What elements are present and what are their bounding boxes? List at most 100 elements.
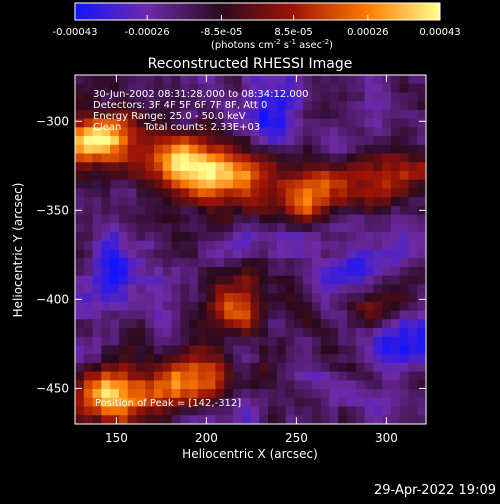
heatmap-cell — [408, 371, 418, 381]
x-tick-label: 300 — [375, 431, 398, 445]
heatmap-cell — [110, 354, 120, 364]
heatmap-cell — [110, 101, 120, 111]
colorbar-tick-label: 0.00026 — [347, 27, 388, 38]
heatmap-cell — [399, 415, 410, 424]
heatmap-cell — [276, 336, 287, 347]
heatmap-cell — [399, 188, 410, 198]
heatmap-cell — [347, 319, 357, 329]
heatmap-cell — [127, 293, 138, 303]
heatmap-cell — [373, 232, 383, 242]
heatmap-cell — [373, 197, 383, 207]
heatmap-cell — [162, 170, 173, 181]
heatmap-cell — [241, 258, 252, 268]
heatmap-cell — [241, 144, 252, 155]
heatmap-cell — [101, 179, 111, 190]
heatmap-cell — [241, 275, 252, 285]
heatmap-cell — [320, 75, 331, 85]
heatmap-cell — [417, 136, 426, 146]
heatmap-cell — [294, 109, 304, 120]
heatmap-cell — [259, 406, 269, 416]
heatmap-cell — [206, 144, 216, 155]
heatmap-cell — [189, 101, 199, 111]
heatmap-cell — [408, 127, 418, 137]
heatmap-cell — [268, 188, 278, 198]
heatmap-cell — [417, 153, 426, 163]
heatmap-cell — [338, 170, 348, 181]
heatmap-cell — [285, 362, 295, 373]
heatmap-cell — [197, 144, 208, 155]
heatmap-cell — [180, 101, 190, 111]
heatmap-cell — [224, 345, 234, 355]
heatmap-cell — [355, 153, 366, 163]
heatmap-cell — [311, 397, 322, 408]
heatmap-cell — [250, 354, 260, 364]
heatmap-cell — [408, 170, 418, 181]
heatmap-cell — [390, 284, 401, 294]
heatmap-cell — [75, 101, 85, 111]
heatmap-cell — [180, 179, 190, 190]
heatmap-cell — [145, 214, 155, 224]
heatmap-cell — [180, 153, 190, 163]
heatmap-cell — [259, 109, 269, 120]
heatmap-cell — [110, 310, 120, 320]
heatmap-cell — [92, 188, 102, 198]
heatmap-cell — [303, 170, 313, 181]
heatmap-cell — [101, 188, 111, 198]
heatmap-cell — [329, 406, 339, 416]
heatmap-cell — [162, 75, 173, 85]
heatmap-cell — [92, 162, 102, 172]
heatmap-cell — [417, 266, 426, 277]
heatmap-cell — [364, 389, 374, 399]
heatmap-cell — [118, 127, 129, 137]
heatmap-cell — [329, 223, 339, 233]
heatmap-cell — [364, 371, 374, 381]
heatmap-cell — [250, 301, 260, 312]
heatmap-cell — [399, 170, 410, 181]
heatmap-cell — [347, 354, 357, 364]
heatmap-cell — [83, 92, 94, 102]
heatmap-cell — [75, 354, 85, 364]
heatmap-cell — [232, 101, 243, 111]
heatmap-cell — [136, 380, 146, 390]
heatmap-cell — [303, 415, 313, 424]
heatmap-cell — [417, 118, 426, 128]
heatmap-cell — [320, 354, 331, 364]
heatmap-cell — [338, 293, 348, 303]
heatmap-cell — [303, 197, 313, 207]
heatmap-cell — [373, 249, 383, 259]
heatmap-cell — [101, 362, 111, 373]
heatmap-cell — [162, 240, 173, 251]
heatmap-cell — [118, 223, 129, 233]
heatmap-cell — [382, 170, 392, 181]
heatmap-cell — [83, 153, 94, 163]
heatmap-cell — [171, 214, 181, 224]
heatmap-cell — [232, 266, 243, 277]
heatmap-cell — [145, 162, 155, 172]
heatmap-cell — [408, 232, 418, 242]
heatmap-cell — [320, 109, 331, 120]
heatmap-cell — [311, 258, 322, 268]
heatmap-cell — [197, 179, 208, 190]
heatmap-cell — [408, 144, 418, 155]
heatmap-cell — [224, 336, 234, 347]
annotation-clean: Clean — [93, 122, 121, 133]
heatmap-cell — [215, 223, 225, 233]
heatmap-cell — [347, 328, 357, 338]
heatmap-cell — [311, 197, 322, 207]
heatmap-cell — [118, 362, 129, 373]
heatmap-cell — [347, 249, 357, 259]
heatmap-cell — [162, 354, 173, 364]
heatmap-cell — [355, 188, 366, 198]
heatmap-cell — [189, 127, 199, 137]
heatmap-cell — [83, 136, 94, 146]
heatmap-cell — [127, 284, 138, 294]
heatmap-cell — [276, 293, 287, 303]
heatmap-cell — [153, 284, 164, 294]
heatmap-cell — [338, 266, 348, 277]
heatmap-cell — [224, 328, 234, 338]
heatmap-cell — [399, 284, 410, 294]
heatmap-cell — [408, 406, 418, 416]
heatmap-cell — [153, 310, 164, 320]
heatmap-cell — [75, 136, 85, 146]
heatmap-cell — [162, 389, 173, 399]
